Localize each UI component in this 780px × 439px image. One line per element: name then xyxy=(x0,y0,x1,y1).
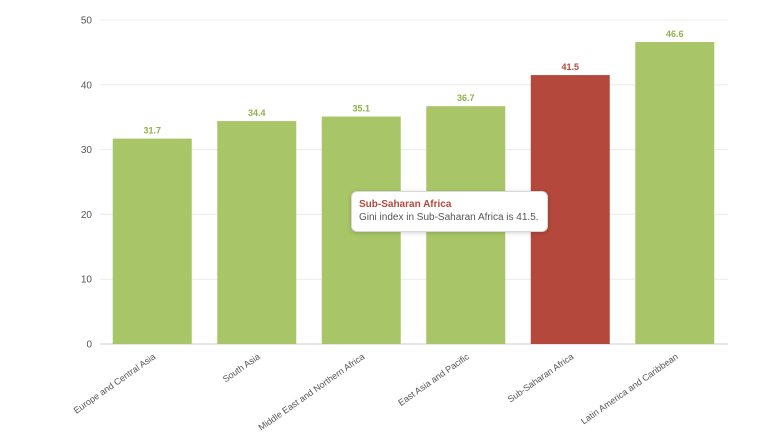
y-tick-label: 30 xyxy=(81,145,93,156)
x-category-label: Europe and Central Asia xyxy=(72,351,158,415)
data-label: 36.7 xyxy=(457,93,475,103)
y-tick-label: 0 xyxy=(86,340,92,351)
y-tick-label: 40 xyxy=(81,80,93,91)
tooltip-title: Sub-Saharan Africa xyxy=(359,199,452,210)
bar[interactable] xyxy=(112,138,192,344)
x-category-label: Latin America and Caribbean xyxy=(579,351,680,426)
tooltip-body: Gini index in Sub-Saharan Africa is 41.5… xyxy=(359,212,539,223)
data-label: 34.4 xyxy=(248,108,266,118)
y-tick-label: 50 xyxy=(81,16,93,27)
data-label: 31.7 xyxy=(143,126,161,136)
data-label: 46.6 xyxy=(666,29,684,39)
x-category-label: Sub-Saharan Africa xyxy=(506,351,576,404)
x-category-label: East Asia and Pacific xyxy=(396,351,471,408)
bar[interactable] xyxy=(635,42,715,344)
x-category-label: South Asia xyxy=(221,351,262,384)
data-label: 41.5 xyxy=(561,62,579,72)
bar[interactable] xyxy=(217,121,297,344)
data-label: 35.1 xyxy=(352,104,370,114)
chart-tooltip: Sub-Saharan Africa Gini index in Sub-Sah… xyxy=(351,191,548,232)
y-tick-label: 20 xyxy=(81,210,93,221)
x-category-label: Middle East and Northern Africa xyxy=(257,351,367,432)
y-tick-label: 10 xyxy=(81,275,93,286)
